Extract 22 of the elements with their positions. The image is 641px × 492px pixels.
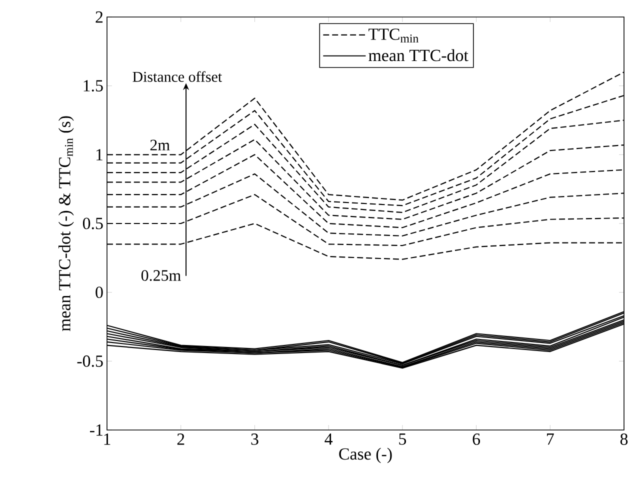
y-tick-label: -1 [90,424,102,436]
x-tick-label: 2 [177,434,184,445]
x-tick-label: 5 [399,434,406,445]
y-tick-label: 1 [96,149,102,160]
annotation: Distance offset [132,71,222,82]
y-axis-title: mean TTC-dot (-) & TTC$_{min}$ (s) [58,116,74,332]
y-tick-label: -0.5 [77,355,103,367]
x-tick-label: 3 [251,434,258,445]
legend-label: mean TTC-dot [368,49,468,62]
annotation: 0.25m [141,270,181,281]
y-tick-label: 1.5 [84,80,103,92]
x-tick-label: 7 [547,434,554,445]
x-axis-title: Case (-) [339,448,392,464]
x-tick-label: 8 [620,434,628,445]
annotation: 2m [150,140,170,150]
y-tick-label: 0 [96,286,103,298]
y-tick-label: 0.5 [82,218,103,230]
x-tick-label: 1 [104,434,110,445]
y-tick-label: 2 [96,11,103,23]
legend-label: TTC$_{min}$ [368,28,418,42]
x-tick-label: 4 [324,434,333,445]
x-tick-label: 6 [472,434,480,445]
